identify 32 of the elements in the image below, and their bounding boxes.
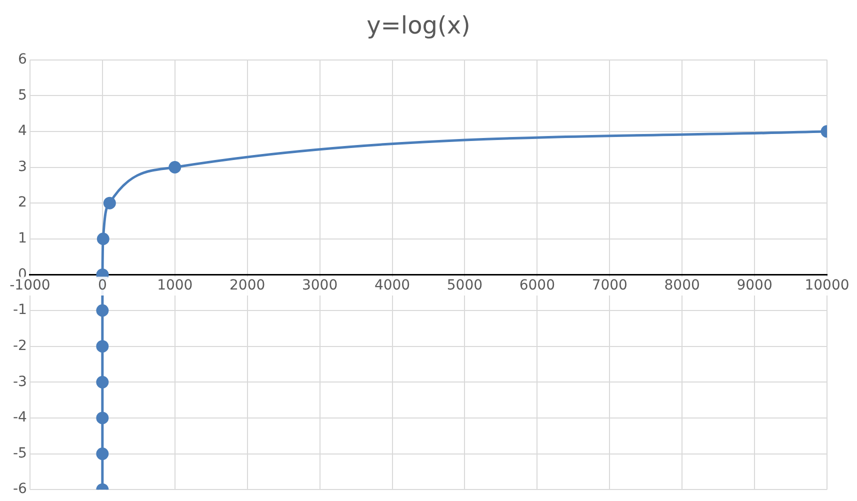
x-tick-label: 7000 [592, 278, 628, 294]
y-tick-label: 5 [18, 87, 27, 104]
y-tick-label: -3 [12, 374, 27, 390]
point [168, 161, 182, 174]
point [96, 304, 109, 317]
x-tick-label: 3000 [302, 278, 338, 294]
y-tick-label: -2 [12, 338, 27, 354]
y-tick-label: 4 [18, 123, 28, 140]
y-tick-label: -1 [12, 302, 27, 318]
x-tick-label: 8000 [664, 278, 700, 294]
x-tick-label: 1000 [157, 278, 193, 294]
point [96, 340, 109, 353]
x-tick-label: 0 [98, 278, 107, 294]
x-tick-label: 6000 [519, 278, 555, 294]
y-tick-label: -4 [12, 410, 28, 426]
x-tick-label: 9000 [736, 278, 772, 294]
point [96, 412, 109, 424]
point [96, 448, 109, 460]
y-tick-label: 6 [18, 51, 28, 68]
x-tick-label: 4000 [374, 278, 410, 294]
chart-title: y=log(x) [366, 12, 470, 40]
y-tick-label: 3 [18, 158, 27, 175]
x-tick-label: 10000 [804, 278, 850, 294]
y-tick-label: 2 [18, 194, 27, 211]
point [96, 232, 110, 246]
x-tick-label: 5000 [446, 278, 483, 294]
y-tick-label: 1 [18, 230, 27, 247]
y-tick-label: -6 [12, 481, 28, 498]
point [103, 196, 116, 210]
x-tick-label: 2000 [230, 278, 266, 294]
y-tick-label: -5 [12, 445, 27, 462]
point [96, 376, 109, 388]
